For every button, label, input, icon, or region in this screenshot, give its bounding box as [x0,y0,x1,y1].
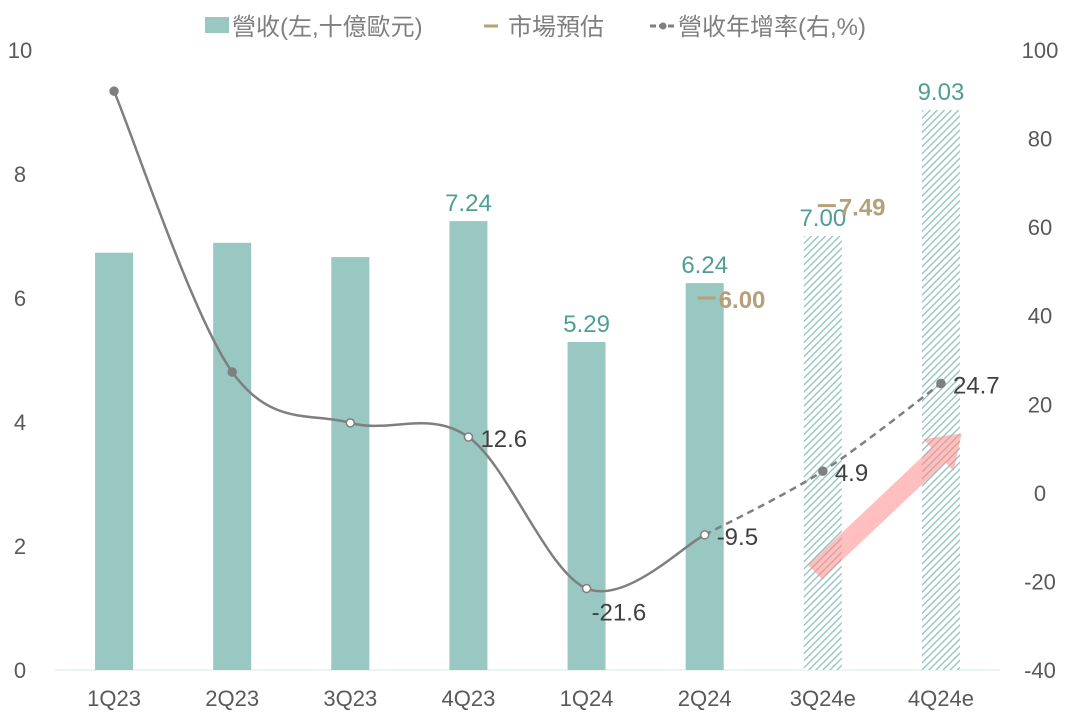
bar-value-label: 6.24 [681,252,728,279]
bar-2Q23 [213,242,252,670]
x-axis-tick-label: 4Q23 [442,686,496,711]
bar-value-label: 7.00 [799,205,846,232]
legend-swatch-revenue [205,17,229,33]
legend-label-revenue: 營收(左,十億歐元) [232,14,423,41]
growth-value-label: 24.7 [953,372,1000,399]
legend-marker-growth [659,22,667,30]
trend-arrow-icon [808,433,962,580]
right-axis-tick-label: 40 [1028,304,1052,329]
left-axis-tick-label: 0 [14,658,26,683]
bar-value-label: 7.24 [445,190,492,217]
x-axis-tick-label: 3Q24e [790,686,856,711]
market-estimate-label: 6.00 [719,287,766,314]
legend-label-estimate: 市場預估 [508,14,604,41]
growth-value-label: 12.6 [480,426,527,453]
growth-line-actual [112,90,706,593]
market-estimate-label: 7.49 [839,195,886,222]
growth-point [109,86,119,96]
trend-arrow-shape [808,433,962,580]
bar-3Q23 [331,257,370,670]
right-axis-tick-label: -40 [1024,658,1056,683]
growth-point [581,583,592,594]
bar-4Q23 [449,221,488,670]
bar-1Q23 [95,252,134,671]
left-axis-tick-label: 6 [14,286,26,311]
bar-value-label: 5.29 [563,311,610,338]
left-axis-tick-label: 10 [8,38,32,63]
bar-4Q24e [921,110,960,670]
right-axis-tick-label: 80 [1028,127,1052,152]
right-axis-tick-label: 60 [1028,215,1052,240]
bar-value-label: 9.03 [918,79,965,106]
left-axis-tick-label: 2 [14,534,26,559]
right-axis-tick-label: 20 [1028,392,1052,417]
x-axis-tick-label: 1Q24 [560,686,614,711]
right-axis-tick-label: 100 [1022,38,1059,63]
growth-value-label: -9.5 [717,524,758,551]
growth-point [936,378,946,389]
growth-point [227,367,237,377]
bar-2Q24 [685,283,724,670]
left-axis-tick-label: 8 [14,162,26,187]
growth-point [699,530,710,540]
x-axis-tick-label: 1Q23 [87,686,141,711]
bar-3Q24e [803,236,842,670]
left-axis-tick-label: 4 [14,410,26,435]
growth-value-label: -21.6 [592,600,647,627]
growth-value-label: 4.9 [835,460,868,487]
bar-1Q24 [567,342,606,670]
x-axis-tick-label: 2Q24 [678,686,732,711]
right-axis-tick-label: -20 [1024,569,1056,594]
legend-label-growth: 營收年增率(右,%) [678,14,866,41]
x-axis-tick-label: 4Q24e [908,686,974,711]
growth-point [818,466,828,476]
growth-point [463,432,474,442]
x-axis-tick-label: 3Q23 [323,686,377,711]
growth-point [345,418,356,428]
right-axis-tick-label: 0 [1034,481,1046,506]
x-axis-tick-label: 2Q23 [205,686,259,711]
